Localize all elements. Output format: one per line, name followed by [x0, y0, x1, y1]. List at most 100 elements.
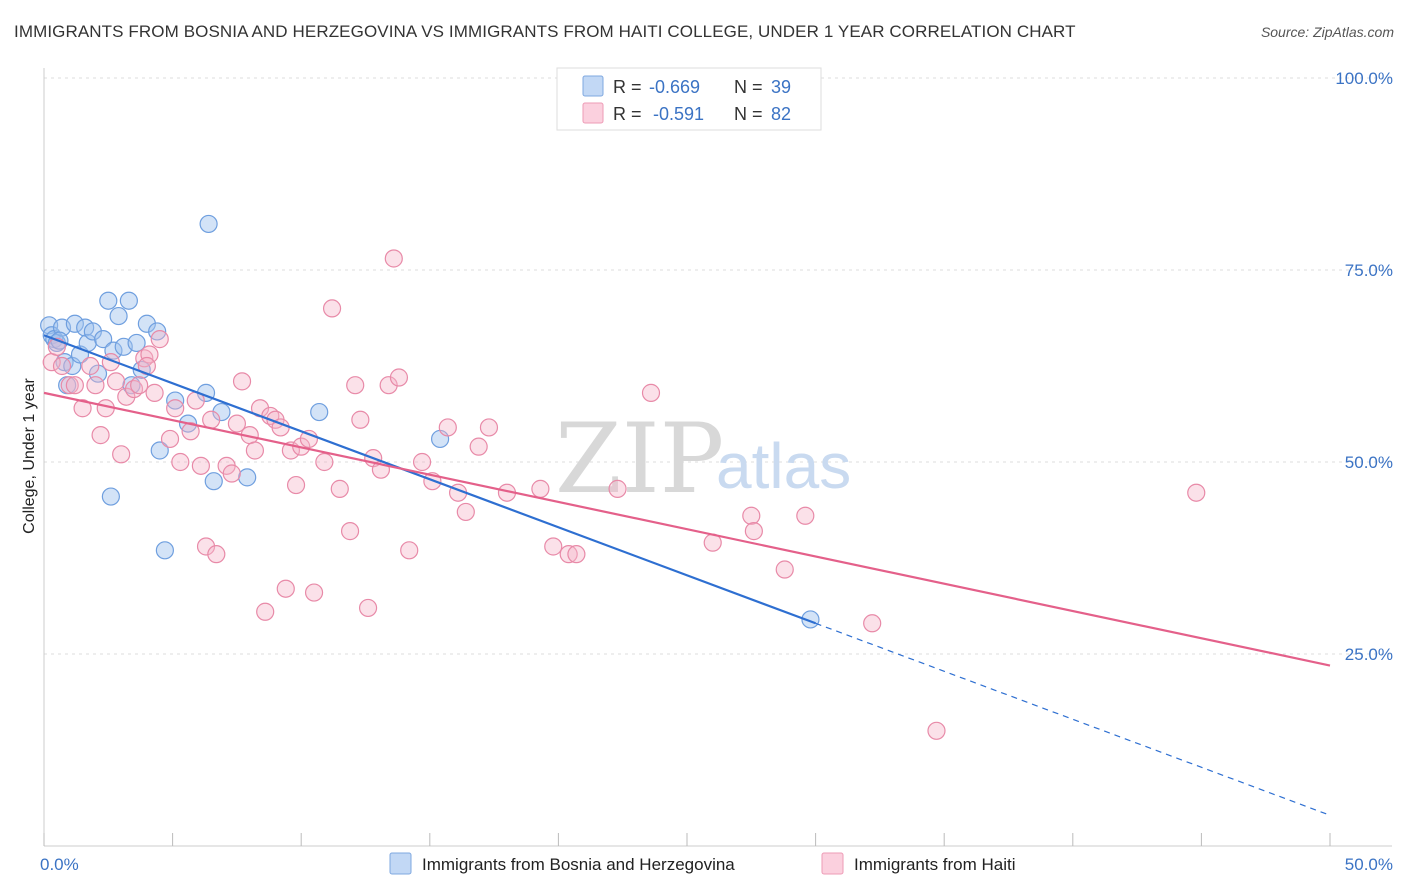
- trend-line-bosnia-extension: [815, 622, 1331, 816]
- haiti-point-5: [73, 399, 92, 418]
- haiti-point-75: [775, 560, 794, 579]
- y-axis-title: College, Under 1 year: [21, 378, 38, 534]
- bosnia-point-12: [83, 322, 102, 341]
- y-tick-label-25: 25.0%: [1345, 645, 1393, 664]
- haiti-point-36: [256, 602, 275, 621]
- series-haiti-points: [42, 249, 1206, 740]
- legend-r-value-2: -0.591: [653, 104, 704, 124]
- legend-n-value-2: 82: [771, 104, 791, 124]
- haiti-point-2: [52, 356, 72, 376]
- haiti-point-7: [86, 376, 105, 395]
- haiti-point-11: [106, 372, 126, 391]
- haiti-point-26: [196, 537, 216, 556]
- haiti-point-70: [641, 383, 661, 402]
- watermark-zip: ZIP: [555, 403, 724, 515]
- x-tick-label-max: 50.0%: [1345, 855, 1393, 874]
- bosnia-point-28: [166, 391, 185, 410]
- haiti-point-20: [160, 429, 180, 449]
- haiti-point-49: [340, 522, 360, 541]
- haiti-point-69: [608, 479, 627, 498]
- bosnia-point-13: [88, 364, 108, 383]
- trend-line-bosnia: [43, 334, 816, 625]
- bosnia-point-19: [119, 291, 138, 310]
- haiti-point-78: [927, 721, 946, 740]
- x-tick-label-min: 0.0%: [40, 855, 79, 874]
- bosnia-point-17: [109, 306, 128, 326]
- bottom-legend-swatch-haiti: [821, 852, 844, 875]
- haiti-point-47: [322, 299, 342, 318]
- bosnia-point-27: [155, 541, 174, 560]
- haiti-point-74: [744, 522, 763, 541]
- haiti-point-61: [456, 502, 475, 522]
- trend-lines: [43, 334, 1331, 816]
- haiti-point-34: [245, 441, 265, 460]
- haiti-point-62: [469, 437, 488, 456]
- haiti-point-67: [559, 545, 578, 564]
- haiti-point-27: [202, 410, 221, 429]
- bosnia-point-32: [204, 472, 223, 491]
- source-label: Source: ZipAtlas.com: [1260, 24, 1394, 40]
- haiti-point-71: [384, 249, 403, 268]
- trend-line-haiti: [43, 391, 1331, 667]
- haiti-point-32: [232, 372, 252, 391]
- bosnia-point-16: [104, 341, 123, 360]
- haiti-point-25: [191, 456, 210, 475]
- haiti-point-8: [91, 426, 110, 445]
- watermark-atlas: atlas: [716, 430, 851, 502]
- bottom-legend-label-bosnia: Immigrants from Bosnia and Herzegovina: [422, 855, 735, 874]
- axes: [43, 68, 1392, 847]
- y-tick-labels: 25.0% 50.0% 75.0% 100.0%: [1335, 69, 1393, 664]
- haiti-point-45: [304, 583, 324, 602]
- haiti-point-55: [379, 376, 398, 395]
- bosnia-point-23: [137, 314, 156, 333]
- haiti-point-66: [544, 537, 563, 556]
- bosnia-point-8: [65, 314, 84, 333]
- bosnia-point-21: [127, 333, 146, 353]
- haiti-point-6: [81, 356, 100, 376]
- haiti-point-52: [358, 598, 378, 618]
- haiti-point-23: [181, 422, 200, 441]
- bosnia-point-25: [101, 487, 120, 506]
- bottom-legend-swatch-bosnia: [389, 852, 412, 875]
- haiti-point-46: [315, 452, 334, 472]
- bosnia-point-14: [94, 330, 113, 349]
- haiti-point-13: [117, 387, 136, 406]
- haiti-point-68: [567, 545, 586, 564]
- haiti-point-76: [796, 506, 815, 525]
- haiti-point-17: [140, 345, 159, 364]
- haiti-point-31: [227, 414, 246, 433]
- stats-legend: R = -0.669 N = 39 R = -0.591 N = 82: [556, 67, 822, 131]
- x-ticks: [43, 833, 1331, 846]
- haiti-point-50: [346, 376, 365, 395]
- watermark: ZIP atlas: [555, 403, 851, 515]
- bosnia-point-35: [310, 402, 329, 422]
- legend-r-label-1: R =: [613, 77, 642, 97]
- haiti-point-12: [112, 445, 131, 464]
- haiti-point-30: [222, 464, 241, 483]
- chart-title: IMMIGRANTS FROM BOSNIA AND HERZEGOVINA V…: [14, 22, 1076, 41]
- bosnia-point-31: [199, 214, 218, 234]
- bottom-legend-label-haiti: Immigrants from Haiti: [854, 855, 1016, 874]
- bosnia-point-34: [238, 468, 257, 487]
- series-bosnia-points: [40, 214, 820, 629]
- haiti-point-28: [207, 545, 226, 564]
- haiti-point-42: [286, 475, 306, 495]
- haiti-point-48: [330, 479, 349, 498]
- haiti-point-22: [171, 452, 190, 472]
- haiti-point-79: [1187, 483, 1206, 502]
- grid-lines: [44, 77, 1392, 655]
- haiti-point-4: [65, 376, 84, 395]
- haiti-point-3: [60, 376, 79, 395]
- legend-n-label-2: N =: [734, 104, 763, 124]
- legend-n-value-1: 39: [771, 77, 791, 97]
- series-legend: Immigrants from Bosnia and Herzegovina I…: [389, 852, 1016, 875]
- y-tick-label-75: 75.0%: [1345, 261, 1393, 280]
- bosnia-point-33: [212, 402, 231, 422]
- haiti-point-18: [145, 383, 164, 402]
- legend-r-value-1: -0.669: [649, 77, 700, 97]
- haiti-point-63: [479, 418, 499, 437]
- haiti-point-40: [276, 579, 295, 598]
- haiti-point-21: [166, 399, 185, 418]
- legend-r-label-2: R =: [613, 104, 642, 124]
